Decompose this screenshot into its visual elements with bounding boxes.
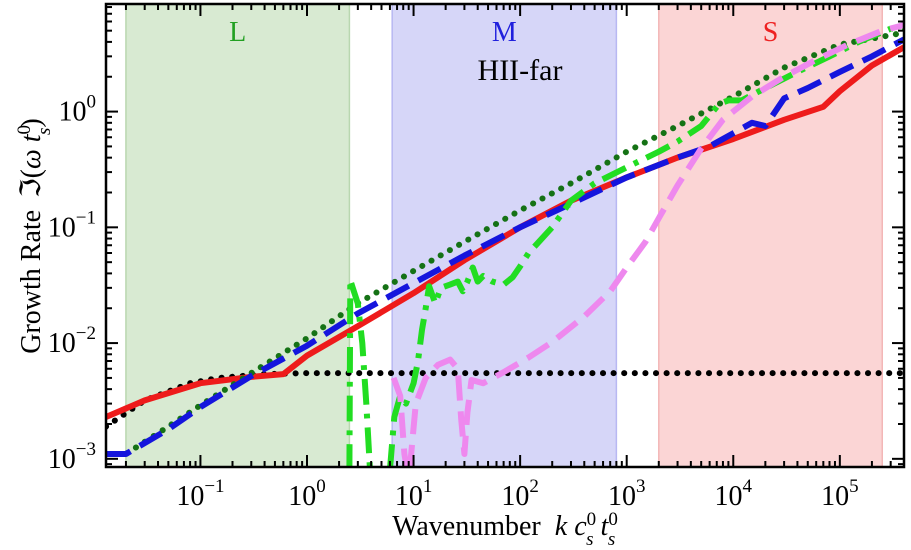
series-lime-dashdot-seg0 (348, 282, 373, 467)
region-s (658, 4, 883, 467)
x-tick-label: 103 (608, 476, 646, 512)
series-blue-dashed (106, 36, 904, 457)
x-tick-label: 101 (395, 476, 433, 512)
series-lime-dashdot-seg1 (346, 283, 354, 467)
y-tick-label: 10−3 (48, 439, 96, 475)
series-violet-dashed-seg1 (406, 22, 904, 467)
series-lime-dashdot-seg2 (387, 24, 904, 467)
x-tick-label: 102 (501, 476, 539, 512)
region-l (125, 4, 351, 467)
x-axis-title: Wavenumber k c0 s t0 s (392, 509, 618, 550)
y-tick-label: 100 (59, 92, 97, 128)
plot-annotation: HII-far (478, 54, 563, 87)
series-violet-dashed-seg0 (390, 376, 410, 467)
y-tick-label: 10−1 (48, 207, 96, 243)
series-group (106, 22, 904, 467)
y-tick-label: 10−2 (48, 323, 96, 359)
tick-labels-group: 10−1 100 101 102 103 104 105 10−3 10−2 10−1 100 (48, 92, 859, 512)
region-label-m: M (492, 17, 517, 48)
x-tick-label: 105 (821, 476, 859, 512)
x-tick-label: 104 (715, 476, 753, 512)
plot-frame (104, 2, 906, 469)
x-tick-label: 100 (288, 476, 326, 512)
x-tick-label: 10−1 (176, 476, 224, 512)
regions-group (125, 4, 883, 467)
y-axis-title: Growth Rateℑ(ω t0s) (14, 118, 55, 354)
region-label-l: L (229, 17, 246, 48)
region-label-s: S (763, 17, 779, 48)
